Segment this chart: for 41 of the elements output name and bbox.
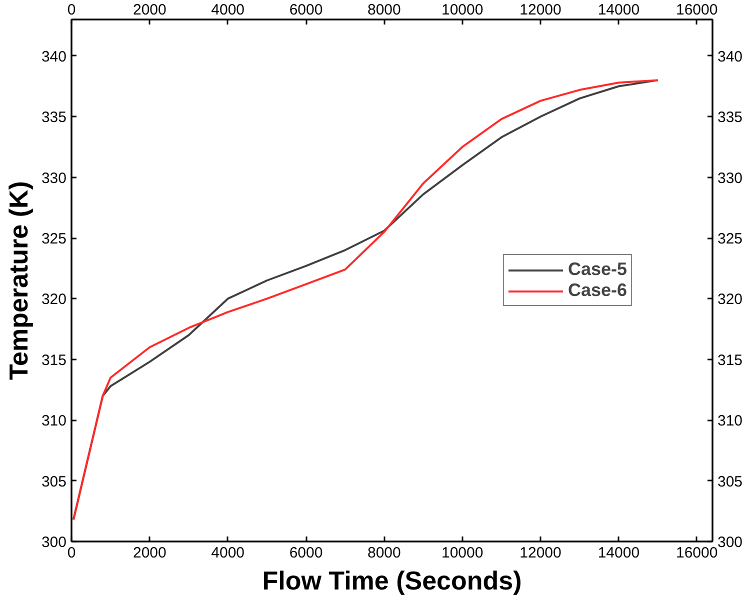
y2-tick-label: 335	[718, 109, 743, 126]
x-tick-label: 8000	[368, 2, 401, 18]
y2-tick-label: 325	[718, 230, 743, 248]
x-axis-title: Flow Time (Seconds)	[262, 566, 522, 596]
x-tick-label: 6000	[289, 2, 323, 18]
y-tick-label: 300	[41, 534, 67, 551]
y2-tick-label: 310	[718, 412, 743, 430]
x2-tick-label: 8000	[368, 544, 401, 562]
y2-tick-label: 340	[718, 48, 743, 66]
y2-tick-label: 320	[718, 291, 743, 308]
line-series	[72, 79, 659, 521]
x-tick-label: 4000	[211, 2, 245, 18]
y-tick-label: 315	[41, 352, 67, 369]
y-tick-label: 330	[41, 170, 67, 187]
x2-tick-label: 2000	[132, 544, 166, 562]
x-tick-label: 14000	[598, 2, 640, 18]
x2-tick-label: 6000	[289, 544, 323, 562]
x-tick-label: 0	[67, 2, 76, 18]
x-tick-label: 12000	[520, 2, 562, 18]
x2-tick-label: 4000	[211, 544, 245, 562]
x2-tick-label: 14000	[598, 544, 640, 562]
y2-tick-label: 300	[718, 534, 743, 551]
y-tick-label: 340	[41, 48, 67, 66]
legend-label: Case-5	[568, 259, 627, 280]
y-tick-label: 320	[41, 291, 67, 308]
y-tick-label: 305	[41, 473, 67, 490]
y2-tick-label: 305	[718, 473, 743, 490]
x-tick-label: 2000	[132, 2, 166, 18]
x-tick-label: 10000	[442, 2, 484, 18]
y-tick-label: 335	[41, 109, 67, 126]
y2-tick-label: 330	[718, 170, 743, 187]
x2-tick-label: 0	[67, 544, 76, 562]
x2-tick-label: 12000	[520, 544, 562, 562]
x2-tick-label: 16000	[676, 544, 718, 562]
x2-tick-label: 10000	[442, 544, 484, 562]
y-axis-title: Temperature (K)	[3, 181, 34, 380]
legend-label: Case-6	[568, 280, 627, 301]
y2-tick-label: 315	[718, 352, 743, 369]
x-tick-label: 16000	[676, 2, 718, 18]
y-tick-label: 310	[41, 412, 67, 430]
y-tick-label: 325	[41, 230, 67, 248]
